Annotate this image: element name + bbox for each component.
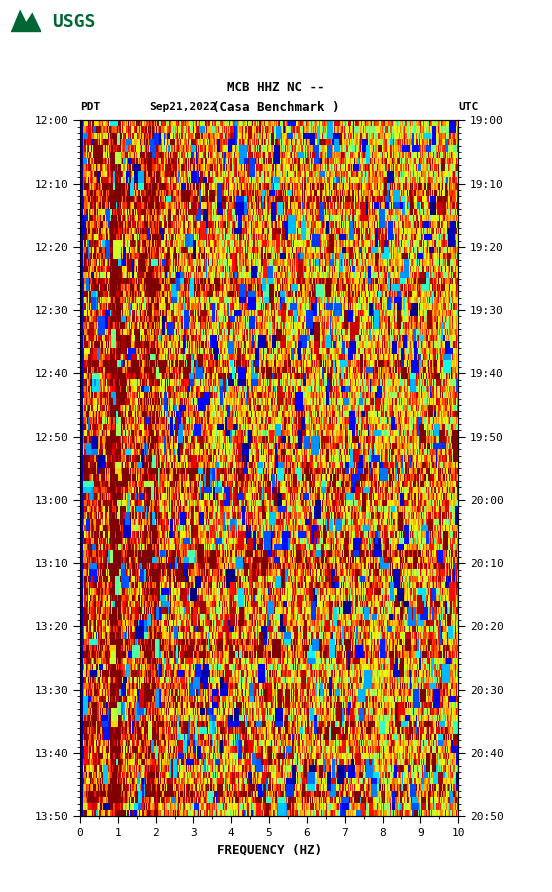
Text: Sep21,2022: Sep21,2022	[149, 102, 216, 112]
Text: USGS: USGS	[52, 13, 96, 31]
Text: UTC: UTC	[458, 102, 479, 112]
Text: PDT: PDT	[80, 102, 100, 112]
Text: (Casa Benchmark ): (Casa Benchmark )	[213, 101, 339, 114]
Text: MCB HHZ NC --: MCB HHZ NC --	[227, 80, 325, 94]
Polygon shape	[11, 9, 41, 31]
X-axis label: FREQUENCY (HZ): FREQUENCY (HZ)	[216, 844, 322, 856]
